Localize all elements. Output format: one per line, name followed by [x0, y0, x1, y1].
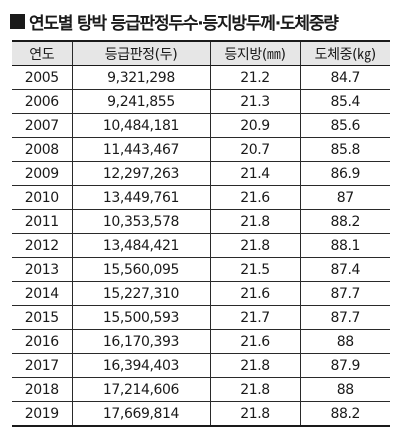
carcass-weight-cell: 87.9	[299, 353, 390, 378]
statistics-table: 연도 등급판정(두) 등지방(㎜) 도체중(㎏) 2005 9,321,298 21…	[12, 40, 390, 427]
carcass-weight-cell: 87.7	[299, 305, 390, 330]
backfat-cell: 21.6	[209, 329, 300, 354]
table-body: 2005 9,321,298 21.2 84.7 2006 9,241,855 21.3 85…	[12, 65, 390, 427]
table-row: 2019 17,669,814 21.8 88.2	[12, 401, 390, 427]
table-row: 2014 15,227,310 21.6 87.7	[12, 281, 390, 306]
count-cell: 17,214,606	[71, 377, 210, 402]
table-row: 2012 13,484,421 21.8 88.1	[12, 233, 390, 258]
table-row: 2010 13,449,761 21.6 87	[12, 185, 390, 210]
table-row: 2006 9,241,855 21.3 85.4	[12, 89, 390, 114]
count-cell: 16,394,403	[71, 353, 210, 378]
table-row: 2007 10,484,181 20.9 85.6	[12, 113, 390, 138]
year-cell: 2005	[12, 65, 72, 90]
year-cell: 2014	[12, 281, 72, 306]
year-cell: 2018	[12, 377, 72, 402]
table-title: 연도별 탕박 등급판정두수·등지방두께·도체중량	[10, 8, 392, 34]
count-cell: 12,297,263	[71, 161, 210, 186]
backfat-cell: 21.6	[209, 185, 300, 210]
year-cell: 2009	[12, 161, 72, 186]
count-cell: 10,484,181	[71, 113, 210, 138]
carcass-weight-cell: 88	[299, 377, 390, 402]
backfat-cell: 21.6	[209, 281, 300, 306]
year-cell: 2019	[12, 401, 72, 427]
count-cell: 15,560,095	[71, 257, 210, 282]
table-row: 2016 16,170,393 21.6 88	[12, 329, 390, 354]
table-row: 2018 17,214,606 21.8 88	[12, 377, 390, 402]
carcass-weight-cell: 88.2	[299, 209, 390, 234]
count-cell: 13,484,421	[71, 233, 210, 258]
carcass-weight-cell: 87.7	[299, 281, 390, 306]
backfat-cell: 20.9	[209, 113, 300, 138]
count-cell: 16,170,393	[71, 329, 210, 354]
backfat-cell: 21.4	[209, 161, 300, 186]
count-cell: 9,241,855	[71, 89, 210, 114]
year-cell: 2015	[12, 305, 72, 330]
table-row: 2017 16,394,403 21.8 87.9	[12, 353, 390, 378]
backfat-cell: 20.7	[209, 137, 300, 162]
year-cell: 2006	[12, 89, 72, 114]
backfat-cell: 21.8	[209, 401, 300, 427]
year-cell: 2010	[12, 185, 72, 210]
count-cell: 10,353,578	[71, 209, 210, 234]
backfat-cell: 21.8	[209, 377, 300, 402]
table-row: 2015 15,500,593 21.7 87.7	[12, 305, 390, 330]
carcass-weight-cell: 85.6	[299, 113, 390, 138]
table-header-row: 연도 등급판정(두) 등지방(㎜) 도체중(㎏)	[12, 40, 390, 66]
column-header-backfat: 등지방(㎜)	[209, 40, 300, 66]
backfat-cell: 21.2	[209, 65, 300, 90]
table-row: 2009 12,297,263 21.4 86.9	[12, 161, 390, 186]
count-cell: 15,500,593	[71, 305, 210, 330]
year-cell: 2007	[12, 113, 72, 138]
carcass-weight-cell: 88.1	[299, 233, 390, 258]
column-header-count: 등급판정(두)	[71, 40, 210, 66]
carcass-weight-cell: 86.9	[299, 161, 390, 186]
year-cell: 2017	[12, 353, 72, 378]
year-cell: 2011	[12, 209, 72, 234]
table-row: 2013 15,560,095 21.5 87.4	[12, 257, 390, 282]
carcass-weight-cell: 85.4	[299, 89, 390, 114]
carcass-weight-cell: 88.2	[299, 401, 390, 427]
backfat-cell: 21.5	[209, 257, 300, 282]
year-cell: 2016	[12, 329, 72, 354]
count-cell: 17,669,814	[71, 401, 210, 427]
carcass-weight-cell: 88	[299, 329, 390, 354]
carcass-weight-cell: 85.8	[299, 137, 390, 162]
count-cell: 9,321,298	[71, 65, 210, 90]
backfat-cell: 21.8	[209, 209, 300, 234]
table-row: 2005 9,321,298 21.2 84.7	[12, 65, 390, 90]
black-square-icon	[10, 13, 25, 29]
year-cell: 2013	[12, 257, 72, 282]
carcass-weight-cell: 84.7	[299, 65, 390, 90]
carcass-weight-cell: 87	[299, 185, 390, 210]
year-cell: 2012	[12, 233, 72, 258]
count-cell: 15,227,310	[71, 281, 210, 306]
count-cell: 13,449,761	[71, 185, 210, 210]
table-title-text: 연도별 탕박 등급판정두수·등지방두께·도체중량	[29, 13, 339, 34]
backfat-cell: 21.8	[209, 233, 300, 258]
backfat-cell: 21.3	[209, 89, 300, 114]
column-header-year: 연도	[12, 40, 72, 66]
count-cell: 11,443,467	[71, 137, 210, 162]
carcass-weight-cell: 87.4	[299, 257, 390, 282]
backfat-cell: 21.7	[209, 305, 300, 330]
column-header-carcass-weight: 도체중(㎏)	[299, 40, 390, 66]
table-row: 2008 11,443,467 20.7 85.8	[12, 137, 390, 162]
year-cell: 2008	[12, 137, 72, 162]
table-row: 2011 10,353,578 21.8 88.2	[12, 209, 390, 234]
backfat-cell: 21.8	[209, 353, 300, 378]
